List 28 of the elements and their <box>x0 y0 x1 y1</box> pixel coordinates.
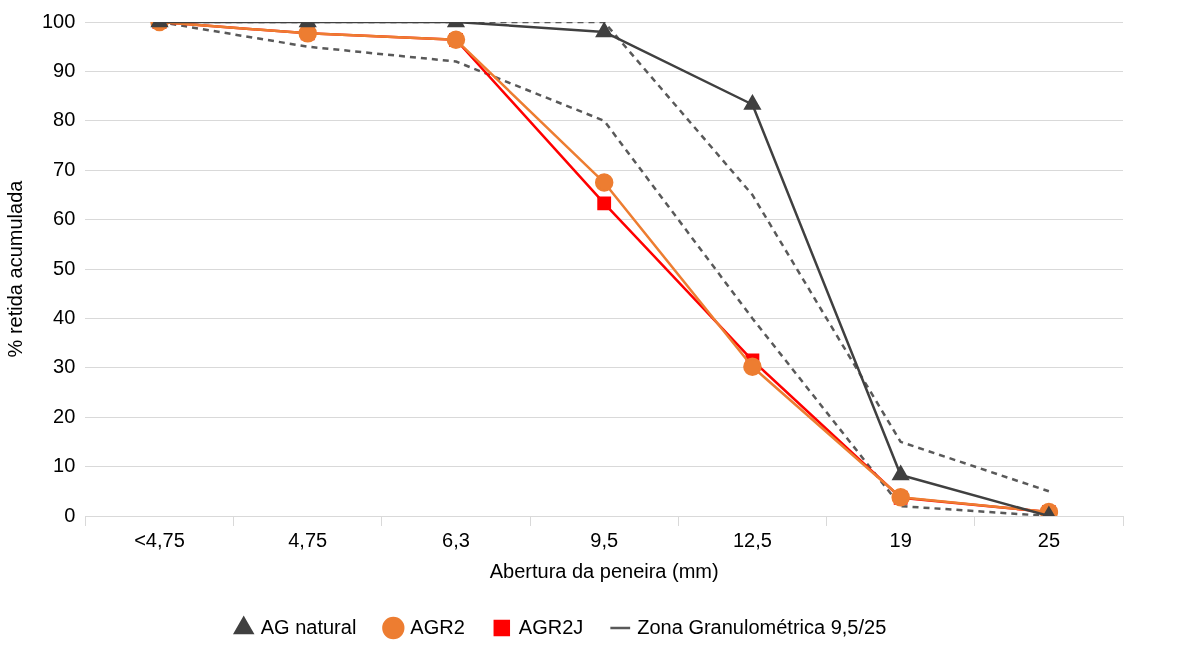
x-tick-label: <4,75 <box>134 528 185 551</box>
y-tick-label: 100 <box>41 9 76 32</box>
point <box>597 196 612 211</box>
legend-label: Zona Granulométrica 9,5/25 <box>637 615 887 638</box>
point <box>892 465 909 481</box>
legend-label: AG natural <box>260 615 357 638</box>
y-tick-label: 80 <box>53 108 76 131</box>
y-tick-label: 40 <box>53 305 76 328</box>
y-tick-label: 90 <box>53 58 76 81</box>
y-tick-label: 20 <box>53 404 76 427</box>
y-axis-title: % retida acumulada <box>3 179 26 358</box>
x-axis-title: Abertura da peneira (mm) <box>489 559 719 582</box>
x-tick-label: 19 <box>889 528 912 551</box>
y-tick-label: 10 <box>53 454 76 477</box>
y-tick-label: 50 <box>53 256 76 279</box>
y-tick-label: 70 <box>53 157 76 180</box>
x-tick-label: 25 <box>1037 528 1061 551</box>
x-tick-label: 4,75 <box>288 528 328 551</box>
x-tick-label: 9,5 <box>590 528 619 551</box>
x-tick-label: 12,5 <box>732 528 772 551</box>
point <box>743 357 762 377</box>
y-tick-label: 30 <box>53 355 76 378</box>
y-tick-label: 0 <box>64 503 76 526</box>
y-tick-label: 60 <box>53 207 76 230</box>
legend-label: AGR2J <box>518 615 584 638</box>
point <box>594 173 614 192</box>
x-tick-label: 6,3 <box>442 528 470 551</box>
legend-label: AGR2 <box>410 615 465 638</box>
